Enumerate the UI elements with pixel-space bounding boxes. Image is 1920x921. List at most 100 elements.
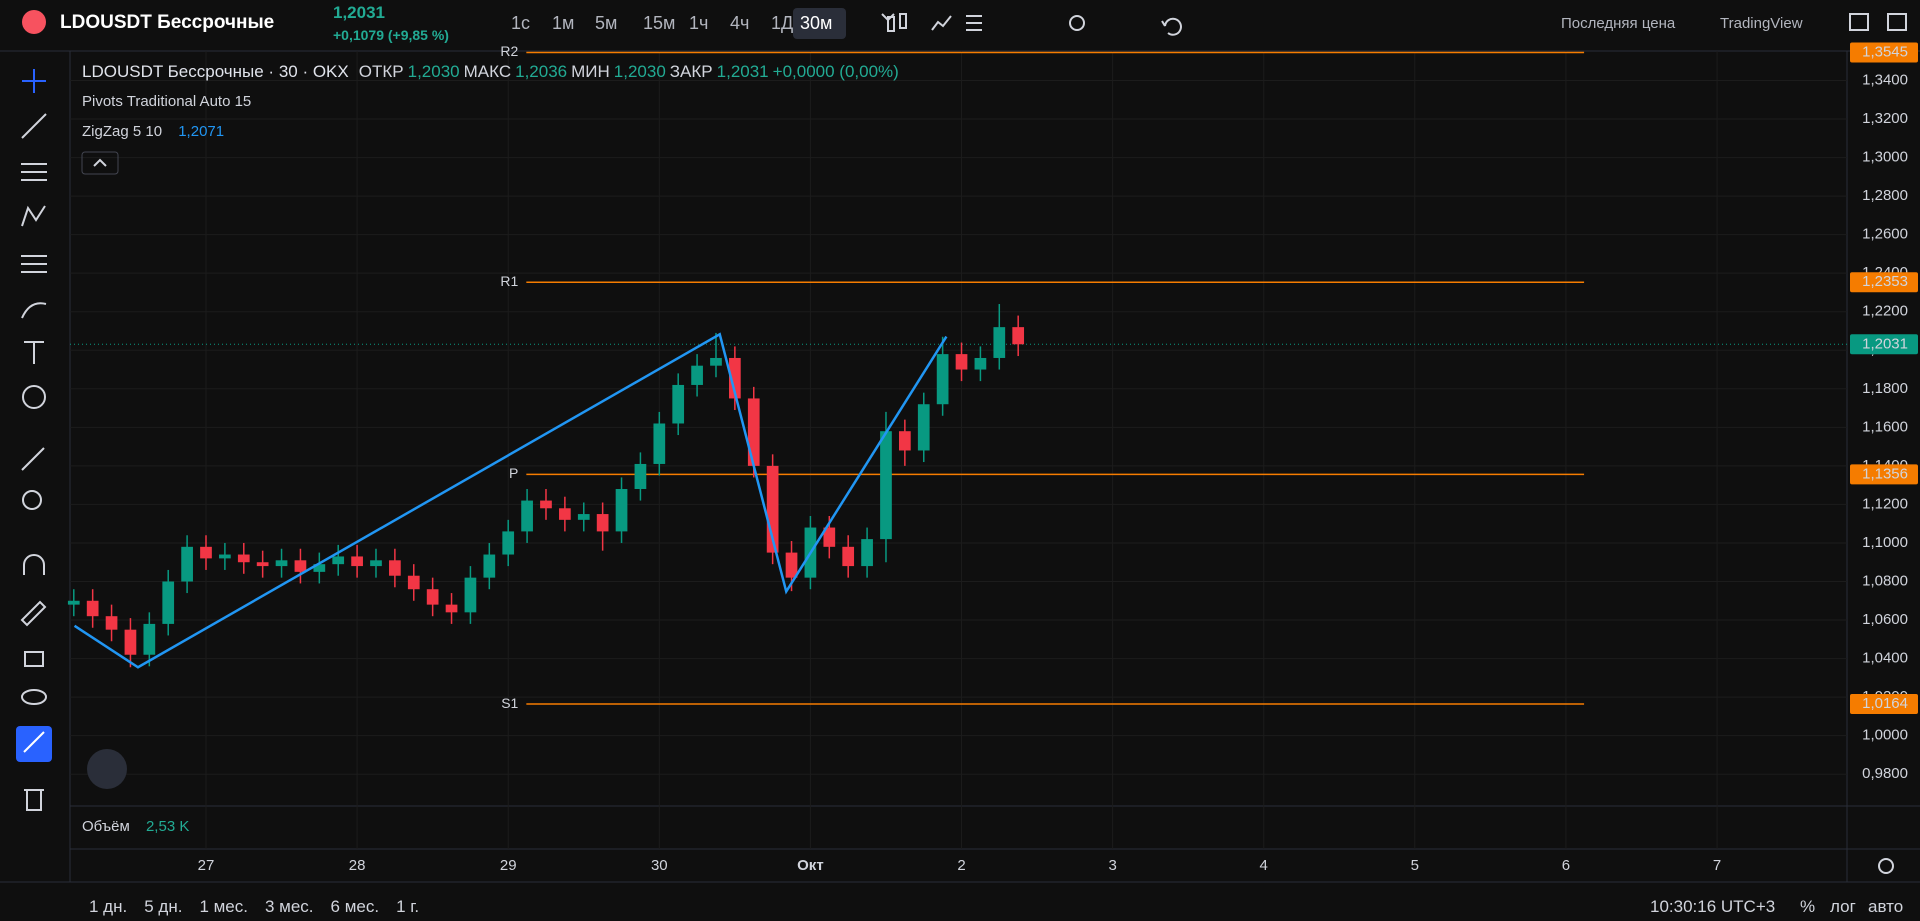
x-tick-label: 4	[1260, 857, 1268, 874]
settings-button[interactable]	[1069, 15, 1085, 31]
interval-button[interactable]: 1ч	[689, 13, 709, 33]
candle-body	[332, 556, 345, 565]
templates-button[interactable]	[966, 15, 982, 31]
brush-tool[interactable]	[21, 302, 47, 319]
log-toggle[interactable]: лог	[1830, 897, 1856, 916]
legend-main: LDOUSDT Бессрочные · 30 · OKX ОТКР 1,2030 М…	[82, 62, 903, 82]
range-button[interactable]: 5 дн.	[144, 897, 183, 916]
y-tick-label: 1,3400	[1862, 71, 1908, 88]
x-tick-label: 28	[349, 857, 366, 874]
range-buttons: 1 дн. 5 дн. 1 мес. 3 мес. 6 мес. 1 г.	[89, 897, 436, 917]
magnet-tool[interactable]	[23, 554, 45, 575]
candle-body	[936, 354, 949, 405]
range-button[interactable]: 1 мес.	[199, 897, 248, 916]
candle-body	[219, 554, 231, 559]
candle-body	[596, 514, 609, 532]
y-tick-label: 1,0000	[1862, 727, 1908, 744]
drawing-mode-tool[interactable]	[20, 600, 47, 627]
crosshair-tool[interactable]	[22, 69, 46, 93]
interval-button[interactable]: 30м	[800, 13, 833, 33]
symbol[interactable]: LDOUSDT Бессрочные	[60, 12, 275, 33]
y-tick-label: 1,3200	[1862, 110, 1908, 127]
pivots-legend[interactable]: Pivots Traditional Auto 15	[82, 93, 252, 110]
range-button[interactable]: 1 г.	[396, 897, 420, 916]
chart-type-button[interactable]	[887, 13, 907, 32]
candle-body	[842, 546, 855, 567]
collapse-legend-button[interactable]	[81, 151, 119, 175]
link-tool[interactable]	[16, 726, 52, 762]
y-tick-label: 1,1000	[1862, 534, 1908, 551]
symbol-logo[interactable]	[22, 10, 46, 34]
zoom-tool[interactable]	[22, 490, 42, 510]
axis-settings-button[interactable]	[1878, 858, 1894, 874]
layout-name[interactable]: TradingView	[1720, 15, 1803, 32]
range-button[interactable]: 6 мес.	[330, 897, 380, 916]
range-button[interactable]: 3 мес.	[264, 897, 314, 916]
candle-body	[634, 463, 647, 490]
candle-body	[275, 560, 288, 567]
pattern-tool[interactable]	[21, 205, 46, 227]
hide-tool[interactable]	[21, 689, 47, 705]
tv-logo	[87, 749, 127, 789]
x-tick-label: 30	[651, 857, 668, 874]
range-button[interactable]: 1 дн.	[89, 897, 128, 916]
candle-body	[86, 600, 99, 617]
candle-body	[766, 465, 779, 553]
x-tick-label: 7	[1713, 857, 1721, 874]
candle-body	[747, 398, 760, 466]
high-value: 1,2036	[515, 62, 568, 81]
y-tick-label: 1,1600	[1862, 418, 1908, 435]
candle-body	[445, 604, 458, 613]
y-tick-label: 0,9800	[1862, 765, 1908, 782]
candle-body	[729, 357, 741, 399]
y-tick-label: 1,0800	[1862, 572, 1908, 589]
undo-button[interactable]	[1161, 17, 1182, 36]
candle-body	[653, 423, 666, 464]
layout-button[interactable]	[1849, 13, 1869, 31]
text-tool[interactable]	[24, 341, 44, 364]
trend-line-tool[interactable]	[21, 113, 47, 139]
candle-body	[105, 616, 118, 630]
candle-body	[559, 508, 571, 520]
x-tick-label: 29	[500, 857, 517, 874]
forecast-tool[interactable]	[21, 255, 47, 273]
candle-body	[974, 357, 987, 370]
emoji-tool[interactable]	[22, 385, 46, 409]
ruler-tool[interactable]	[21, 447, 45, 471]
close-label: ЗАКР	[669, 62, 713, 81]
left-toolbar	[16, 69, 127, 811]
candle-body	[200, 546, 212, 559]
auto-toggle[interactable]: авто	[1868, 897, 1904, 916]
price-badge	[1850, 42, 1918, 63]
plot: R2 R1 P S1	[67, 43, 1847, 711]
interval-button[interactable]: 5м	[595, 13, 618, 33]
candle-body	[389, 560, 401, 576]
high-label: МАКС	[463, 62, 512, 81]
candle-body	[672, 384, 685, 424]
x-tick-label: 6	[1562, 857, 1570, 874]
pivot-name: R1	[500, 273, 518, 289]
lock-tool[interactable]	[24, 651, 44, 667]
indicators-button[interactable]	[931, 15, 952, 31]
percent-toggle[interactable]: %	[1800, 897, 1816, 916]
zigzag-legend[interactable]: ZigZag 5 10 1,2071	[82, 123, 228, 140]
candle-body	[691, 365, 703, 385]
candle-body	[521, 500, 533, 532]
interval-button[interactable]: 1с	[511, 13, 531, 33]
low-label: МИН	[571, 62, 610, 81]
fullscreen-button[interactable]	[1887, 13, 1907, 31]
price-type[interactable]: Последняя цена	[1561, 15, 1676, 32]
candle-body	[294, 560, 307, 572]
price-badge	[1850, 464, 1918, 485]
y-tick-label: 1,0600	[1862, 611, 1908, 628]
interval-button[interactable]: 1м	[552, 13, 575, 33]
candle-body	[351, 556, 363, 567]
fib-tool[interactable]	[21, 163, 47, 181]
delete-tool[interactable]	[24, 789, 44, 811]
interval-button[interactable]: 4ч	[730, 13, 750, 33]
interval-button[interactable]: 1Д	[771, 13, 794, 33]
candle-body	[823, 527, 836, 547]
interval-button[interactable]: 15м	[643, 13, 676, 33]
